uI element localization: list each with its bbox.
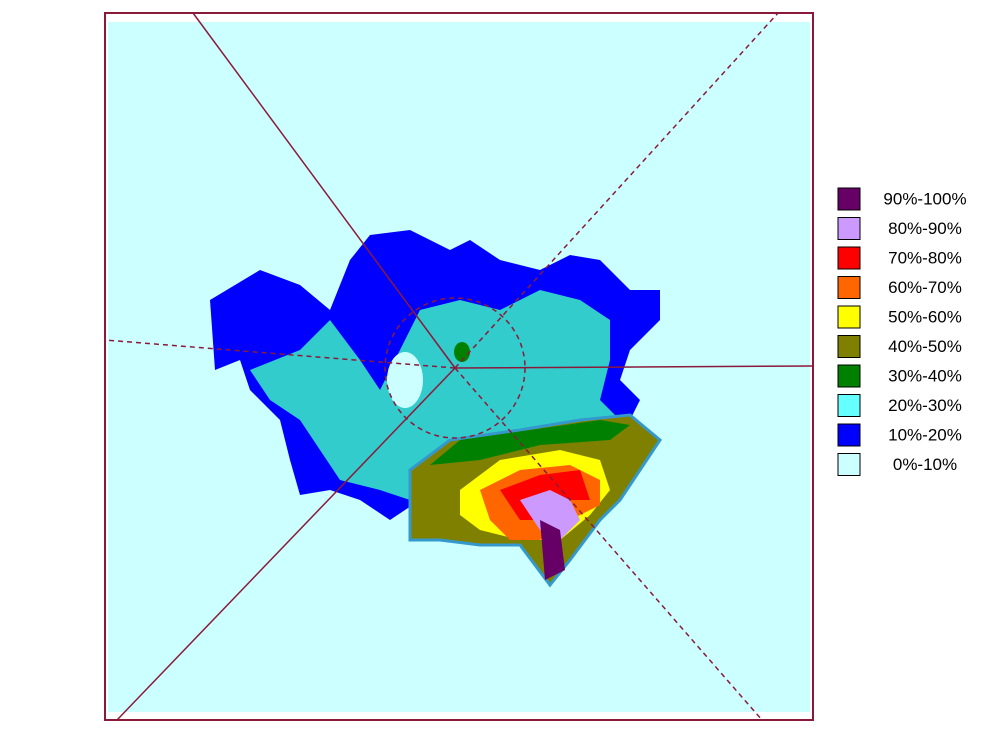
foul-line	[192, 12, 456, 369]
legend: 90%-100% 80%-90% 70%-80% 60%-70% 50%-60% 40%-…	[837, 187, 967, 476]
legend-label: 40%-50%	[888, 337, 962, 356]
zone-20-30	[250, 290, 620, 500]
foul-line	[116, 367, 456, 721]
zone-30-40	[454, 342, 470, 362]
zone-30-40	[430, 420, 630, 465]
legend-label: 20%-30%	[888, 396, 962, 415]
zone-80-90	[520, 490, 580, 540]
zone-hole	[387, 352, 423, 408]
legend-label: 60%-70%	[888, 278, 962, 297]
legend-swatch	[837, 423, 861, 447]
legend-label: 0%-10%	[893, 455, 957, 474]
legend-swatch	[837, 276, 861, 299]
legend-swatch	[837, 187, 861, 211]
legend-swatch	[837, 453, 861, 476]
legend-label: 10%-20%	[888, 425, 962, 444]
legend-swatch	[837, 364, 861, 388]
legend-swatch	[837, 305, 861, 329]
legend-swatch	[837, 335, 861, 358]
field-lines	[104, 12, 814, 721]
map-area	[104, 12, 814, 721]
foul-line	[454, 365, 814, 369]
dashed-line	[454, 12, 779, 369]
legend-label: 90%-100%	[883, 189, 966, 208]
dashed-line	[104, 339, 456, 369]
legend-label: 70%-80%	[888, 248, 962, 267]
legend-label: 80%-90%	[888, 219, 962, 238]
legend-label: 50%-60%	[888, 307, 962, 326]
legend-label: 30%-40%	[888, 366, 962, 385]
legend-swatch	[837, 246, 861, 270]
legend-swatch	[837, 394, 861, 417]
center-circle	[384, 297, 526, 439]
zone-90-100	[540, 520, 565, 580]
legend-swatch	[837, 217, 861, 240]
dashed-line	[454, 367, 763, 721]
